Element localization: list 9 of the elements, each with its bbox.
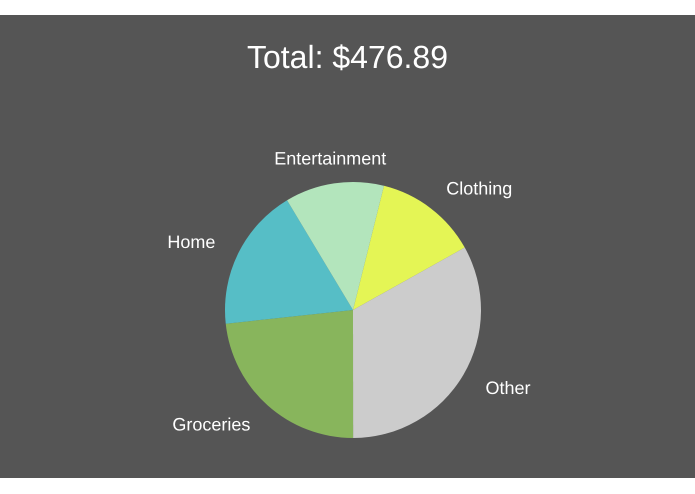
slice-label: Other	[486, 378, 531, 398]
slice-label: Groceries	[172, 414, 250, 435]
slice-label: Home	[167, 232, 216, 252]
pie-slice	[353, 248, 481, 438]
pie-slice	[225, 200, 353, 324]
slice-label: Entertainment	[274, 148, 386, 168]
pie-slice	[287, 182, 384, 310]
slice-label: Clothing	[446, 178, 512, 198]
chart-title: Total: $476.89	[246, 39, 448, 75]
